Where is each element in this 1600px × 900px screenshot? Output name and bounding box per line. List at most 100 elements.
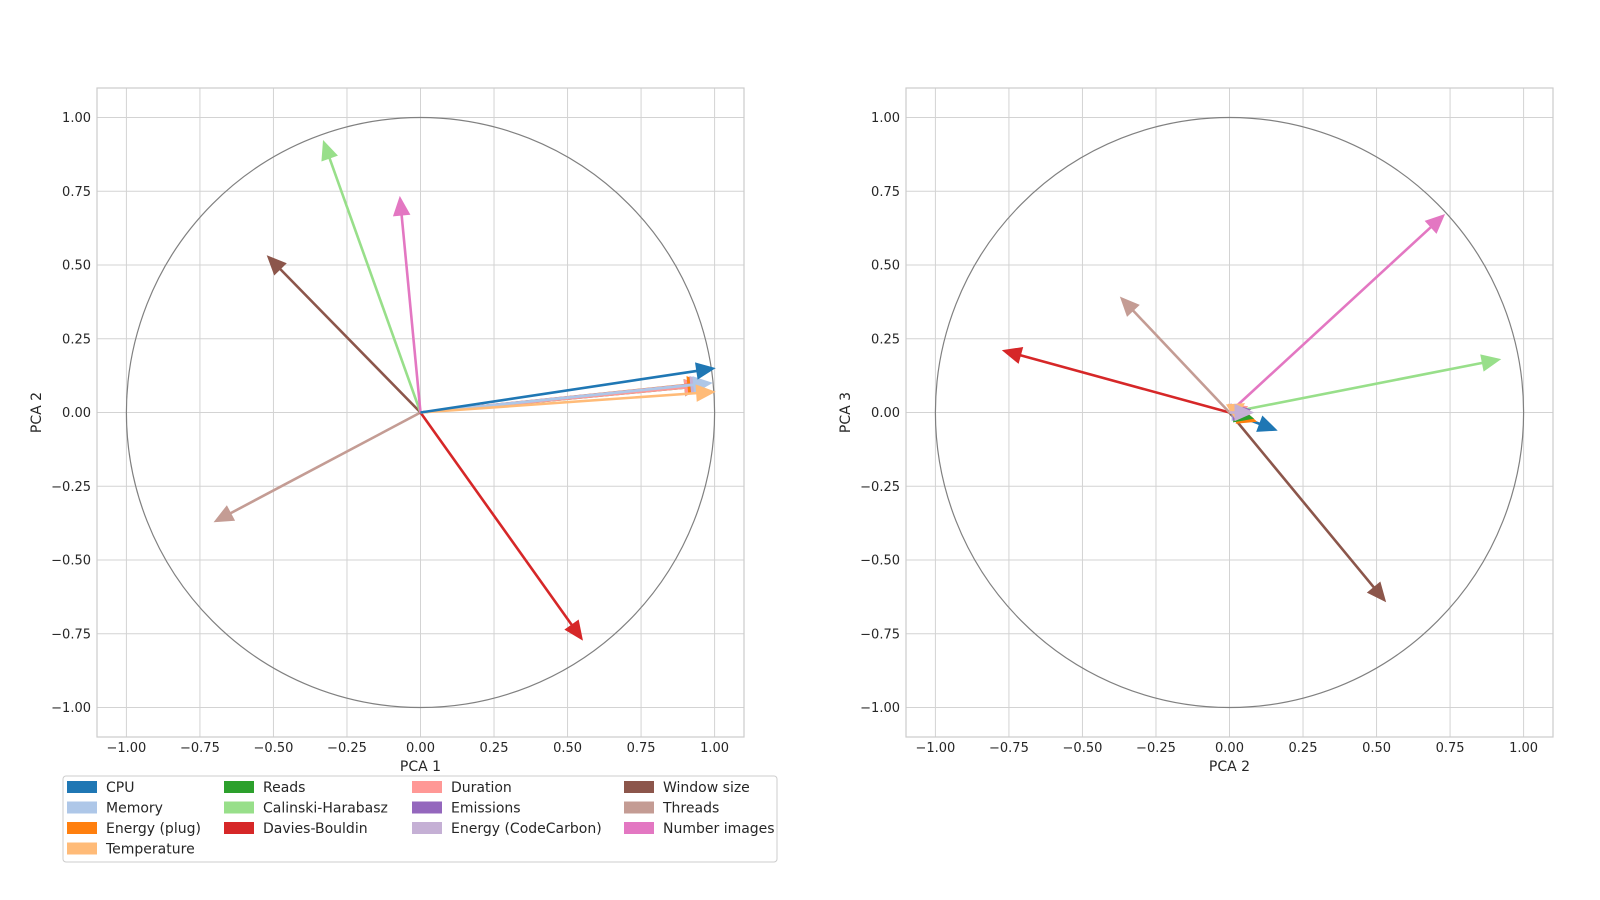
- arrow-shaft: [229, 411, 422, 515]
- loading-arrow-number-images: [392, 195, 422, 413]
- legend-label: Window size: [663, 780, 750, 796]
- arrow-shaft: [1132, 309, 1231, 414]
- loading-arrow-window-size: [1228, 411, 1387, 603]
- correlation-circle: [934, 116, 1525, 709]
- x-tick-label: −1.00: [106, 741, 146, 756]
- y-tick-label: −1.00: [51, 701, 91, 716]
- legend-label: Number images: [663, 821, 775, 837]
- y-tick-label: −0.25: [860, 480, 900, 495]
- y-tick-label: −0.75: [51, 627, 91, 642]
- legend-item: CPU: [67, 780, 134, 796]
- arrow-shaft: [420, 391, 697, 414]
- legend-swatch: [412, 801, 442, 814]
- x-tick-label: 0.75: [1436, 741, 1465, 756]
- x-tick-label: 0.50: [553, 741, 582, 756]
- legend-item: Energy (plug): [67, 821, 201, 837]
- legend-item: Emissions: [412, 801, 521, 817]
- y-tick-label: −0.25: [51, 480, 91, 495]
- arrow-head: [1424, 214, 1446, 234]
- arrow-shaft: [279, 268, 422, 414]
- legend-label: Memory: [106, 801, 163, 817]
- loading-arrow-temperature: [420, 384, 716, 414]
- legend-label: Davies-Bouldin: [263, 821, 368, 837]
- y-tick-label: −0.50: [51, 554, 91, 569]
- legend-item: Reads: [224, 780, 305, 796]
- legend: CPU Memory Energy (plug) Temperature Reads Ca…: [62, 775, 778, 863]
- y-tick-label: 1.00: [871, 111, 900, 126]
- y-tick-label: 0.00: [871, 406, 900, 421]
- legend-item: Threads: [624, 801, 719, 817]
- y-tick-label: 0.25: [871, 332, 900, 347]
- legend-label: Emissions: [451, 801, 521, 817]
- legend-swatch: [67, 822, 97, 834]
- arrow-head: [213, 505, 236, 523]
- x-tick-label: 1.00: [700, 741, 729, 756]
- legend-swatch: [412, 781, 442, 793]
- x-tick-label: 0.25: [1289, 741, 1318, 756]
- pca-plot-2: −1.00 −0.75 −0.50 −0.25 0.00 0.25 0.50 0.75 1.00…: [838, 87, 1554, 775]
- legend-label: Calinski-Harabasz: [263, 801, 388, 817]
- y-tick-label: 0.25: [62, 332, 91, 347]
- x-tick-label: −0.75: [180, 741, 220, 756]
- x-tick-label: −0.50: [254, 741, 294, 756]
- arrow-shaft: [1229, 361, 1483, 414]
- arrow-shaft: [1228, 411, 1375, 589]
- x-axis-label: PCA 2: [1209, 759, 1250, 775]
- legend-item: Number images: [624, 821, 775, 837]
- loading-arrow-threads: [1119, 296, 1231, 414]
- x-tick-label: −0.25: [327, 741, 367, 756]
- loading-arrow-threads: [213, 411, 422, 523]
- arrow-shaft: [328, 157, 422, 413]
- legend-item: Temperature: [67, 842, 195, 858]
- arrow-head: [1001, 346, 1024, 364]
- legend-label: Threads: [662, 801, 719, 817]
- arrow-head: [564, 619, 583, 641]
- x-tick-label: 0.00: [406, 741, 435, 756]
- arrow-head: [695, 384, 716, 402]
- legend-swatch: [67, 842, 97, 855]
- legend-label: Reads: [263, 780, 305, 796]
- arrow-head: [1480, 354, 1502, 372]
- legend-swatch: [624, 781, 654, 793]
- arrow-head: [1234, 403, 1255, 422]
- y-tick-label: −0.50: [860, 554, 900, 569]
- pca-plot-1: −1.00 −0.75 −0.50 −0.25 0.00 0.25 0.50 0.75 1.00…: [29, 87, 745, 775]
- axes-frame: [905, 87, 1554, 738]
- x-tick-label: 0.75: [627, 741, 656, 756]
- arrow-head: [266, 255, 287, 276]
- legend-item: Memory: [67, 801, 163, 817]
- legend-swatch: [224, 781, 254, 793]
- correlation-circle: [125, 116, 716, 709]
- legend-label: Temperature: [105, 842, 195, 858]
- legend-item: Window size: [624, 780, 750, 796]
- y-tick-label: 0.00: [62, 406, 91, 421]
- y-tick-label: 1.00: [62, 111, 91, 126]
- legend-label: Duration: [451, 780, 512, 796]
- y-tick-label: 0.50: [62, 259, 91, 274]
- x-tick-label: 0.25: [480, 741, 509, 756]
- legend-swatch: [624, 822, 654, 834]
- x-tick-label: 0.00: [1215, 741, 1244, 756]
- y-axis-label: PCA 3: [838, 392, 854, 433]
- loading-arrow-davies-bouldin: [419, 411, 583, 641]
- y-tick-label: −0.75: [860, 627, 900, 642]
- arrow-head: [321, 139, 338, 162]
- legend-label: Energy (plug): [106, 821, 201, 837]
- legend-label: Energy (CodeCarbon): [451, 821, 602, 837]
- legend-item: Energy (CodeCarbon): [412, 821, 602, 837]
- legend-swatch: [67, 801, 97, 814]
- x-tick-label: −0.50: [1063, 741, 1103, 756]
- legend-item: Davies-Bouldin: [224, 821, 368, 837]
- arrow-shaft: [400, 214, 422, 413]
- y-tick-label: 0.75: [62, 185, 91, 200]
- loading-arrow-window-size: [266, 255, 422, 414]
- arrow-shaft: [420, 383, 694, 414]
- y-tick-label: −1.00: [860, 701, 900, 716]
- legend-item: Calinski-Harabasz: [224, 801, 388, 817]
- legend-swatch: [224, 801, 254, 814]
- y-tick-label: 0.75: [871, 185, 900, 200]
- loading-arrow-number-images: [1228, 214, 1446, 414]
- legend-swatch: [224, 822, 254, 834]
- arrow-shaft: [1020, 354, 1230, 414]
- loading-arrow-davies-bouldin: [1001, 346, 1230, 414]
